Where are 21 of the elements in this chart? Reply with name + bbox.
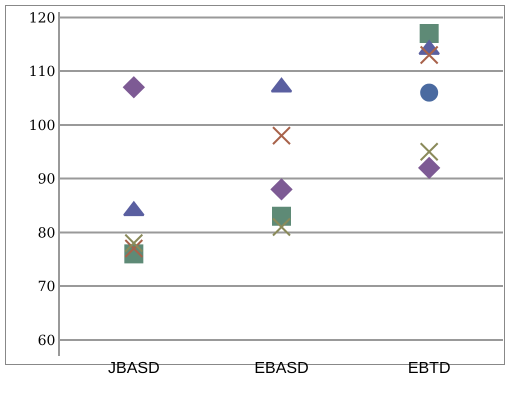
- y-tick-label: 120: [28, 10, 56, 26]
- y-tick-label: 80: [38, 225, 56, 242]
- y-tick-label: 70: [38, 279, 56, 296]
- point: [418, 157, 440, 179]
- point: [123, 76, 145, 98]
- point: [124, 234, 144, 253]
- point: [272, 126, 291, 146]
- point: [420, 142, 439, 162]
- point: [124, 239, 144, 258]
- point: [420, 46, 439, 64]
- x-tick-label: JBASD: [108, 360, 160, 377]
- point: [270, 178, 292, 200]
- y-tick-label: 100: [28, 118, 56, 134]
- y-tick-label: 60: [38, 332, 56, 349]
- x-tick-label: EBASD: [254, 360, 309, 377]
- x-tick-label: EBTD: [408, 360, 451, 377]
- point: [420, 24, 439, 43]
- point: [272, 218, 291, 236]
- point: [420, 84, 438, 102]
- y-tick-label: 110: [28, 64, 56, 80]
- y-tick-label: 90: [38, 172, 56, 188]
